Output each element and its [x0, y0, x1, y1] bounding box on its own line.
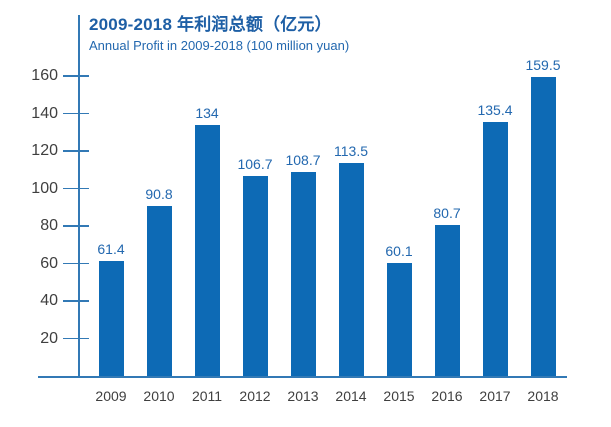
- x-axis-label-2009: 2009: [95, 388, 127, 404]
- bar-value-label-2015: 60.1: [385, 243, 413, 260]
- y-tick-mark: [63, 75, 89, 77]
- x-axis-label-2013: 2013: [287, 388, 319, 404]
- x-axis-label-2018: 2018: [527, 388, 559, 404]
- y-tick-label: 60: [40, 254, 58, 272]
- bar-value-label-2011: 134: [195, 104, 219, 121]
- x-axis-label-2011: 2011: [191, 388, 223, 404]
- x-axis-label-2016: 2016: [431, 388, 463, 404]
- chart-title-block: 2009-2018 年利润总额（亿元） Annual Profit in 200…: [89, 13, 349, 55]
- y-tick-label: 160: [31, 67, 58, 84]
- y-tick-mark: [63, 150, 89, 152]
- y-tick-label: 100: [31, 179, 58, 197]
- bar-2011: [194, 124, 220, 376]
- bar-2015: [386, 263, 412, 376]
- x-axis-label-2015: 2015: [383, 388, 415, 404]
- y-tick-label: 20: [40, 329, 58, 347]
- x-axis-label-2010: 2010: [143, 388, 175, 404]
- bar-value-label-2018: 159.5: [525, 56, 561, 73]
- y-tick-label: 80: [40, 217, 58, 234]
- x-axis-label-2014: 2014: [335, 388, 367, 404]
- bar-value-label-2014: 113.5: [334, 143, 368, 160]
- bar-2016: [434, 224, 460, 376]
- bar-2009: [98, 260, 124, 376]
- bar-2017: [482, 122, 508, 376]
- bar-value-label-2016: 80.7: [433, 204, 461, 221]
- bar-2018: [530, 76, 556, 376]
- y-tick-mark: [63, 337, 89, 340]
- bar-2014: [338, 163, 364, 376]
- bar-2013: [290, 172, 316, 376]
- x-axis-label-2012: 2012: [239, 388, 271, 404]
- y-tick-mark: [63, 112, 89, 115]
- x-axis-label-2017: 2017: [479, 388, 511, 404]
- bar-value-label-2012: 106.7: [237, 155, 273, 172]
- y-tick-label: 120: [31, 142, 58, 159]
- bar-value-label-2013: 108.7: [285, 152, 321, 169]
- bar-value-label-2017: 135.4: [477, 102, 513, 119]
- y-axis-line: [78, 15, 80, 376]
- y-tick-mark: [63, 225, 89, 227]
- bar-value-label-2009: 61.4: [97, 240, 125, 257]
- y-tick-mark: [63, 300, 89, 302]
- bar-2012: [242, 175, 268, 376]
- bar-2010: [146, 205, 172, 376]
- chart-title: 2009-2018 年利润总额（亿元）: [89, 15, 332, 34]
- y-tick-mark: [63, 187, 89, 190]
- y-tick-label: 140: [31, 104, 58, 122]
- chart-subtitle: Annual Profit in 2009-2018 (100 million …: [89, 38, 350, 53]
- y-tick-label: 40: [40, 292, 58, 309]
- x-axis-line: [38, 376, 567, 378]
- y-tick-mark: [63, 262, 89, 265]
- bar-value-label-2010: 90.8: [145, 185, 173, 202]
